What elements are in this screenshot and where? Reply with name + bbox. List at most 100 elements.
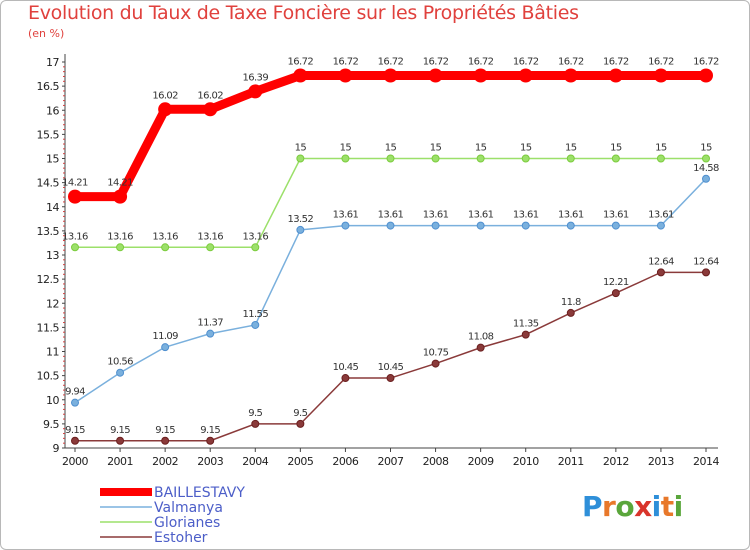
data-label-baillestavy: 16.39 — [242, 72, 268, 83]
data-label-baillestavy: 16.72 — [378, 57, 404, 68]
data-point-baillestavy — [203, 102, 218, 117]
logo-letter: x — [634, 490, 652, 523]
data-point-baillestavy — [338, 68, 353, 83]
data-label-baillestavy: 16.02 — [197, 90, 223, 101]
data-point-estoher — [656, 268, 665, 277]
data-label-valmanya: 14.58 — [693, 163, 719, 174]
data-point-estoher — [431, 359, 440, 368]
data-point-estoher — [521, 330, 530, 339]
data-point-glorianes — [431, 154, 440, 163]
y-tick-label: 14.5 — [37, 177, 60, 190]
data-label-baillestavy: 16.02 — [152, 90, 178, 101]
data-label-baillestavy: 16.72 — [423, 57, 449, 68]
y-tick-label: 12.5 — [37, 273, 60, 286]
data-point-estoher — [71, 436, 79, 445]
data-label-estoher: 9.5 — [248, 408, 262, 419]
data-label-estoher: 10.45 — [378, 362, 404, 373]
data-label-estoher: 9.5 — [293, 408, 307, 419]
data-label-valmanya: 11.09 — [152, 331, 178, 342]
data-point-valmanya — [521, 221, 530, 230]
data-point-glorianes — [566, 154, 575, 163]
data-point-baillestavy — [653, 68, 668, 83]
y-tick-label: 15 — [46, 153, 59, 166]
x-tick-label: 2012 — [603, 455, 629, 468]
data-label-baillestavy: 14.21 — [107, 178, 133, 189]
data-label-glorianes: 15 — [295, 143, 307, 154]
data-label-valmanya: 13.61 — [378, 210, 404, 221]
data-label-estoher: 11.08 — [468, 332, 494, 343]
data-label-valmanya: 13.52 — [288, 214, 314, 225]
x-tick-label: 2001 — [107, 455, 133, 468]
data-point-valmanya — [566, 221, 575, 230]
logo-letter: t — [660, 490, 674, 523]
data-point-estoher — [611, 289, 620, 298]
data-point-baillestavy — [518, 68, 533, 83]
data-point-estoher — [161, 436, 170, 445]
data-point-valmanya — [476, 221, 485, 230]
data-label-valmanya: 13.61 — [648, 210, 674, 221]
proxiti-logo: Proxiti — [582, 490, 683, 523]
data-point-baillestavy — [383, 68, 398, 83]
data-label-baillestavy: 16.72 — [288, 57, 314, 68]
y-tick-label: 9 — [53, 442, 60, 455]
x-tick-label: 2014 — [693, 455, 719, 468]
data-label-estoher: 10.75 — [423, 348, 449, 359]
data-label-valmanya: 13.61 — [468, 210, 494, 221]
data-point-valmanya — [611, 221, 620, 230]
data-point-estoher — [476, 343, 485, 352]
logo-letter: o — [615, 490, 635, 523]
y-tick-label: 13 — [46, 249, 59, 262]
data-label-glorianes: 13.16 — [197, 231, 223, 242]
data-point-baillestavy — [428, 68, 443, 83]
data-point-valmanya — [656, 221, 665, 230]
data-label-glorianes: 15 — [610, 143, 622, 154]
data-point-baillestavy — [608, 68, 623, 83]
data-point-glorianes — [611, 154, 620, 163]
data-label-estoher: 9.15 — [155, 425, 175, 436]
data-point-estoher — [116, 436, 125, 445]
logo-letter: i — [673, 490, 684, 523]
data-point-glorianes — [206, 243, 215, 252]
data-point-valmanya — [296, 225, 305, 234]
data-point-valmanya — [341, 221, 350, 230]
data-point-glorianes — [341, 154, 350, 163]
data-label-baillestavy: 16.72 — [693, 57, 719, 68]
data-label-valmanya: 13.61 — [558, 210, 584, 221]
data-label-glorianes: 15 — [520, 143, 532, 154]
x-tick-label: 2004 — [242, 455, 268, 468]
y-tick-label: 14 — [46, 201, 59, 214]
y-tick-label: 11.5 — [37, 321, 60, 334]
data-point-glorianes — [521, 154, 530, 163]
data-point-valmanya — [161, 343, 170, 352]
data-label-glorianes: 15 — [385, 143, 397, 154]
data-point-valmanya — [116, 368, 125, 377]
series-layer — [68, 68, 713, 445]
data-label-glorianes: 15 — [340, 143, 352, 154]
y-tick-label: 10 — [46, 394, 59, 407]
data-label-valmanya: 10.56 — [107, 357, 133, 368]
x-tick-label: 2013 — [648, 455, 674, 468]
logo-letter: r — [602, 490, 616, 523]
data-label-glorianes: 15 — [565, 143, 577, 154]
logo-letter: P — [582, 490, 603, 523]
data-point-glorianes — [296, 154, 305, 163]
data-label-baillestavy: 16.72 — [558, 57, 584, 68]
point-labels-layer: 9.15 9.15 9.15 9.15 9.5 9.5 10.45 10.45 10.75 11.… — [62, 57, 719, 436]
data-point-valmanya — [702, 174, 710, 183]
data-point-baillestavy — [248, 84, 263, 99]
data-label-estoher: 12.64 — [693, 256, 719, 267]
x-tick-label: 2005 — [287, 455, 313, 468]
x-tick-label: 2009 — [468, 455, 494, 468]
data-point-baillestavy — [699, 68, 713, 83]
data-point-estoher — [702, 268, 710, 277]
data-point-estoher — [566, 308, 575, 317]
data-point-valmanya — [206, 329, 215, 338]
data-point-baillestavy — [68, 189, 82, 204]
data-label-baillestavy: 16.72 — [513, 57, 539, 68]
legend-label-valmanya: Valmanya — [154, 500, 223, 516]
data-point-glorianes — [702, 154, 710, 163]
data-point-glorianes — [161, 243, 170, 252]
data-point-estoher — [386, 374, 395, 383]
legend-label-baillestavy: BAILLESTAVY — [154, 485, 245, 501]
